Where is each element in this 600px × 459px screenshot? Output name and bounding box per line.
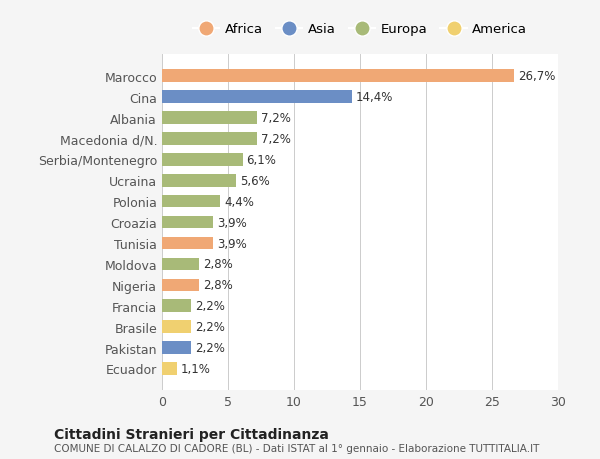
Bar bbox=[162, 300, 191, 312]
Bar bbox=[162, 216, 214, 229]
Bar bbox=[162, 196, 220, 208]
Text: COMUNE DI CALALZO DI CADORE (BL) - Dati ISTAT al 1° gennaio - Elaborazione TUTTI: COMUNE DI CALALZO DI CADORE (BL) - Dati … bbox=[54, 443, 539, 453]
Bar bbox=[162, 70, 514, 83]
Bar bbox=[162, 133, 257, 146]
Bar bbox=[162, 237, 214, 250]
Bar bbox=[162, 174, 236, 187]
Legend: Africa, Asia, Europa, America: Africa, Asia, Europa, America bbox=[188, 18, 532, 42]
Text: 3,9%: 3,9% bbox=[217, 216, 247, 229]
Bar bbox=[162, 154, 242, 166]
Text: 5,6%: 5,6% bbox=[240, 174, 269, 187]
Bar bbox=[162, 91, 352, 104]
Text: 4,4%: 4,4% bbox=[224, 195, 254, 208]
Text: 2,2%: 2,2% bbox=[195, 341, 225, 354]
Text: 1,1%: 1,1% bbox=[181, 362, 211, 375]
Text: 7,2%: 7,2% bbox=[261, 133, 291, 146]
Text: 2,2%: 2,2% bbox=[195, 320, 225, 333]
Text: 26,7%: 26,7% bbox=[518, 70, 556, 83]
Text: 3,9%: 3,9% bbox=[217, 237, 247, 250]
Bar bbox=[162, 341, 191, 354]
Bar bbox=[162, 279, 199, 291]
Text: 6,1%: 6,1% bbox=[247, 154, 277, 167]
Text: 2,2%: 2,2% bbox=[195, 300, 225, 313]
Text: 2,8%: 2,8% bbox=[203, 258, 233, 271]
Text: Cittadini Stranieri per Cittadinanza: Cittadini Stranieri per Cittadinanza bbox=[54, 427, 329, 441]
Text: 2,8%: 2,8% bbox=[203, 279, 233, 291]
Bar bbox=[162, 321, 191, 333]
Text: 7,2%: 7,2% bbox=[261, 112, 291, 125]
Bar bbox=[162, 112, 257, 124]
Bar bbox=[162, 363, 176, 375]
Bar bbox=[162, 258, 199, 271]
Text: 14,4%: 14,4% bbox=[356, 91, 394, 104]
